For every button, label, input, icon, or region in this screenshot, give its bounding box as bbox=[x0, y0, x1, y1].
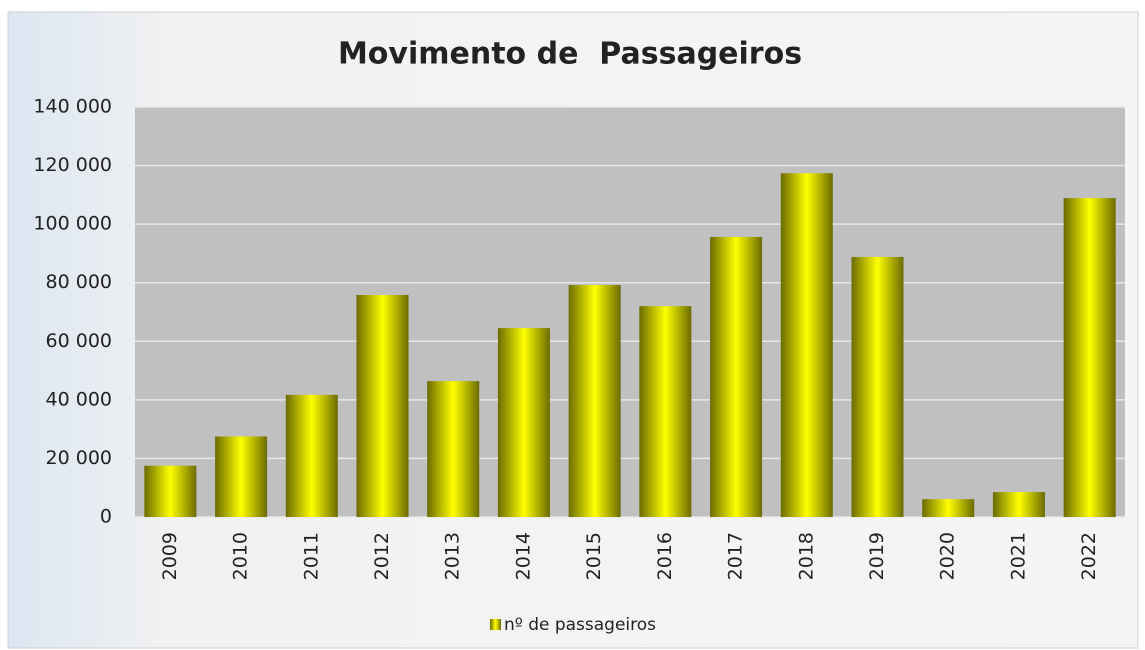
x-tick-label: 2015 bbox=[583, 532, 605, 580]
x-tick-label: 2019 bbox=[866, 532, 888, 580]
bar bbox=[427, 381, 480, 517]
y-tick-label: 100 000 bbox=[33, 213, 112, 235]
y-tick-label: 120 000 bbox=[33, 154, 112, 176]
bar bbox=[851, 256, 904, 517]
x-tick-label: 2014 bbox=[512, 532, 534, 580]
legend-swatch bbox=[490, 619, 501, 630]
bar bbox=[710, 237, 763, 517]
bar bbox=[215, 436, 268, 517]
x-tick-label: 2013 bbox=[442, 532, 464, 580]
bar bbox=[356, 295, 409, 517]
x-tick-label: 2011 bbox=[300, 532, 322, 580]
x-tick-label: 2009 bbox=[159, 532, 181, 580]
chart-title: Movimento de Passageiros bbox=[338, 37, 802, 72]
x-tick-label: 2020 bbox=[937, 532, 959, 580]
x-tick-label: 2021 bbox=[1007, 532, 1029, 580]
legend-label: nº de passageiros bbox=[504, 615, 656, 635]
bar bbox=[497, 328, 550, 517]
bar bbox=[568, 285, 621, 517]
y-tick-label: 20 000 bbox=[46, 447, 112, 469]
bar bbox=[922, 499, 975, 517]
y-tick-label: 40 000 bbox=[46, 388, 112, 410]
y-tick-label: 60 000 bbox=[46, 330, 112, 352]
bar bbox=[992, 492, 1045, 517]
x-tick-label: 2012 bbox=[371, 532, 393, 580]
x-tick-label: 2016 bbox=[654, 532, 676, 580]
x-tick-label: 2017 bbox=[725, 532, 747, 580]
bar bbox=[1063, 198, 1116, 518]
bar bbox=[780, 173, 833, 517]
bar bbox=[144, 465, 197, 517]
y-tick-label: 140 000 bbox=[33, 96, 112, 118]
x-tick-label: 2010 bbox=[230, 532, 252, 580]
plot-area bbox=[135, 107, 1125, 517]
bar bbox=[639, 306, 692, 517]
y-tick-label: 80 000 bbox=[46, 271, 112, 293]
x-tick-label: 2022 bbox=[1078, 532, 1100, 580]
y-tick-label: 0 bbox=[100, 506, 112, 528]
x-tick-label: 2018 bbox=[795, 532, 817, 580]
bar bbox=[285, 394, 338, 517]
